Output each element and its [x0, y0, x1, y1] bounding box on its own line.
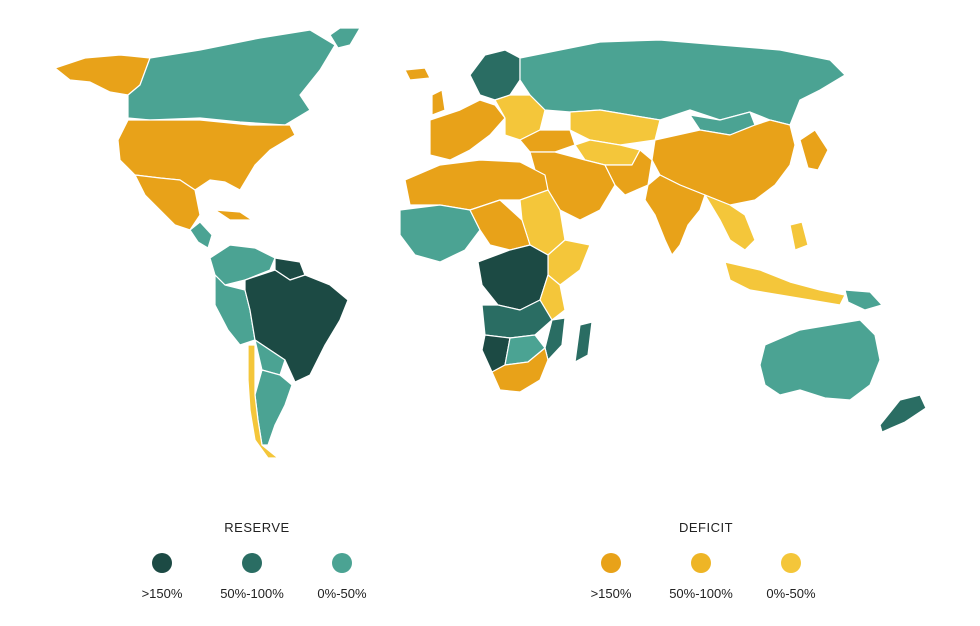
- legend-dot-deficit-high: [601, 553, 621, 573]
- region-bolivia-paraguay: [254, 339, 286, 376]
- region-papua: [844, 289, 883, 311]
- world-map: [54, 27, 927, 459]
- region-scandinavia: [469, 49, 521, 101]
- region-west-africa: [399, 204, 481, 263]
- region-indonesia: [724, 261, 846, 306]
- legend-item-reserve-low: 0%-50%: [297, 553, 387, 601]
- region-western-europe: [429, 99, 506, 161]
- region-usa: [117, 119, 296, 191]
- region-mexico: [134, 174, 201, 231]
- legend-label-reserve-mid: 50%-100%: [220, 586, 284, 601]
- legend-item-deficit-mid: 50%-100%: [656, 553, 746, 601]
- region-caribbean: [214, 209, 253, 221]
- region-india: [644, 174, 706, 256]
- legend-label-deficit-high: >150%: [590, 586, 632, 601]
- legend-dot-deficit-low: [781, 553, 801, 573]
- legend-label-reserve-low: 0%-50%: [317, 586, 367, 601]
- legend-item-deficit-low: 0%-50%: [746, 553, 836, 601]
- region-pakistan-afghanistan: [604, 149, 653, 196]
- region-southeast-asia: [704, 194, 756, 251]
- region-korea-japan: [799, 129, 829, 171]
- legend-reserve: RESERVE >150% 50%-100% 0%-50%: [127, 515, 387, 615]
- legend-deficit: DEFICIT >150% 50%-100% 0%-50%: [576, 515, 836, 615]
- region-mozambique: [544, 317, 566, 361]
- region-chile: [247, 344, 279, 459]
- legend-dot-reserve-low: [332, 553, 352, 573]
- legend-label-deficit-mid: 50%-100%: [669, 586, 733, 601]
- legend-label-deficit-low: 0%-50%: [766, 586, 816, 601]
- region-madagascar: [574, 321, 593, 363]
- region-new-zealand: [879, 394, 927, 433]
- region-uk: [431, 89, 446, 116]
- region-brazil: [244, 269, 349, 383]
- legend-deficit-title: DEFICIT: [678, 520, 734, 535]
- legend-dot-reserve-mid: [242, 553, 262, 573]
- legend-dot-deficit-mid: [691, 553, 711, 573]
- legend-item-reserve-high: >150%: [117, 553, 207, 601]
- region-australia: [759, 319, 881, 401]
- region-russia: [519, 39, 846, 126]
- legend-item-reserve-mid: 50%-100%: [207, 553, 297, 601]
- region-central-africa: [477, 244, 549, 311]
- legend-label-reserve-high: >150%: [141, 586, 183, 601]
- region-iceland: [404, 67, 431, 81]
- region-philippines: [789, 221, 809, 251]
- legend-reserve-title: RESERVE: [224, 520, 290, 535]
- legend-item-deficit-high: >150%: [566, 553, 656, 601]
- region-south-africa: [491, 347, 549, 393]
- region-canada: [127, 29, 336, 126]
- region-central-america: [189, 221, 213, 249]
- legend-dot-reserve-high: [152, 553, 172, 573]
- region-greenland: [329, 27, 361, 49]
